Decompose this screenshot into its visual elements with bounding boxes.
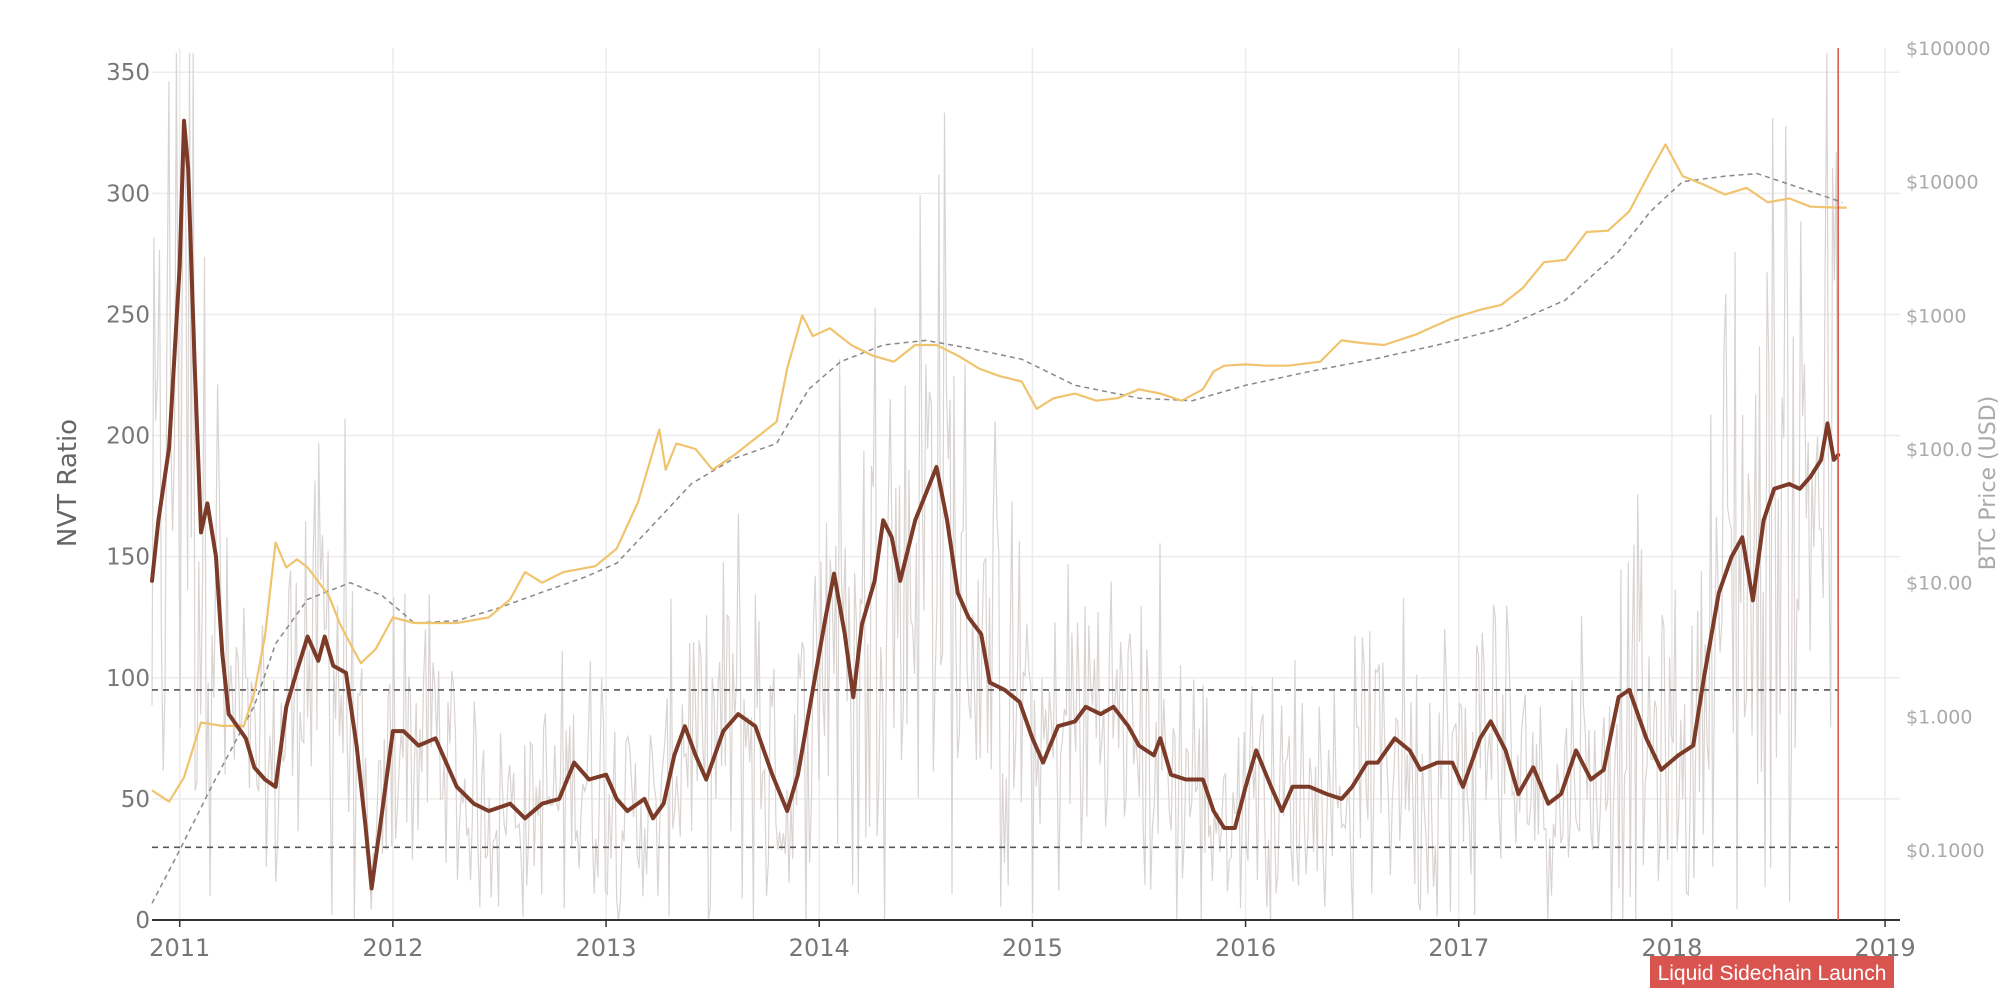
y-tick-label-250: 250 bbox=[106, 302, 150, 328]
x-tick-label-2017: 2017 bbox=[1428, 934, 1489, 962]
y2-tick-label-1000: $1000 bbox=[1906, 305, 1966, 327]
y2-tick-label-1: $1.000 bbox=[1906, 706, 1972, 728]
y2-tick-label-10000: $10000 bbox=[1906, 172, 1979, 194]
axes bbox=[152, 919, 1900, 927]
price-line bbox=[151, 143, 1847, 803]
price-moving-average bbox=[151, 172, 1843, 904]
nvt-raw-noise bbox=[151, 52, 1839, 921]
y2-tick-label-100000: $100000 bbox=[1906, 38, 1991, 60]
x-tick-label-2016: 2016 bbox=[1215, 934, 1276, 962]
x-tick-label-2013: 2013 bbox=[576, 934, 637, 962]
y2-tick-label-10: $10.00 bbox=[1906, 573, 1972, 595]
y-tick-label-50: 50 bbox=[121, 787, 150, 813]
x-tick-label-2018: 2018 bbox=[1641, 934, 1702, 962]
tick-labels: 0 50 100 150 200 250 300 350 $0.1000 $1.000 $10.00… bbox=[106, 38, 1991, 962]
nvt-ratio-line bbox=[150, 118, 1841, 891]
y2-tick-label-100: $100.0 bbox=[1906, 439, 1972, 461]
y2-tick-label-0.1: $0.1000 bbox=[1906, 840, 1985, 862]
y-tick-label-300: 300 bbox=[106, 181, 150, 207]
y-tick-label-200: 200 bbox=[106, 424, 150, 450]
nvt-smoothed bbox=[150, 118, 1841, 891]
marker-label: Liquid Sidechain Launch bbox=[1658, 962, 1887, 985]
x-tick-label-2011: 2011 bbox=[149, 934, 210, 962]
y-axis-title: NVT Ratio bbox=[53, 419, 83, 547]
y-tick-label-150: 150 bbox=[106, 545, 150, 571]
y-tick-label-0: 0 bbox=[135, 908, 150, 934]
marker-label-bg bbox=[1650, 956, 1894, 988]
x-tick-label-2019: 2019 bbox=[1855, 934, 1916, 962]
price-ma-line bbox=[151, 172, 1843, 904]
vertical-marker: Liquid Sidechain Launch bbox=[1650, 48, 1894, 988]
x-tick-label-2014: 2014 bbox=[789, 934, 850, 962]
y-tick-label-100: 100 bbox=[106, 666, 150, 692]
nvt-raw-line bbox=[151, 52, 1839, 921]
x-tick-label-2015: 2015 bbox=[1002, 934, 1063, 962]
x-tick-label-2012: 2012 bbox=[362, 934, 423, 962]
y2-axis-title: BTC Price (USD) bbox=[1976, 396, 2001, 570]
y-tick-label-350: 350 bbox=[106, 60, 150, 86]
btc-price-line bbox=[151, 143, 1847, 803]
